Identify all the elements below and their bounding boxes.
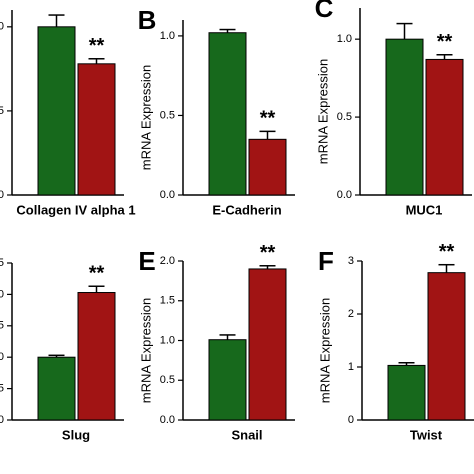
- bar: [248, 138, 287, 196]
- bar: [37, 356, 76, 421]
- y-tick-label: 1.0: [160, 334, 175, 346]
- y-tick-label: 1.0: [0, 21, 4, 33]
- x-label: Snail: [231, 427, 262, 442]
- x-label: Collagen IV alpha 1: [16, 202, 135, 217]
- y-label: mRNA Expression: [138, 65, 153, 170]
- y-tick-label: 1: [348, 361, 354, 373]
- bar: [425, 58, 464, 196]
- bar: [387, 364, 426, 421]
- y-tick-label: 2: [348, 308, 354, 320]
- y-tick-label: 1.5: [0, 320, 4, 332]
- significance: **: [439, 241, 455, 263]
- y-tick-label: 0.0: [0, 414, 4, 426]
- y-tick-label: 0.5: [160, 374, 175, 386]
- significance: **: [260, 242, 276, 264]
- bar: [77, 292, 116, 421]
- y-tick-label: 1.0: [337, 33, 352, 45]
- y-tick-label: 0: [348, 414, 354, 426]
- y-tick-label: 0.5: [160, 109, 175, 121]
- y-tick-label: 1.0: [160, 30, 175, 42]
- y-tick-label: 0.0: [160, 189, 175, 201]
- y-tick-label: 3: [348, 255, 354, 267]
- y-tick-label: 0.0: [160, 414, 175, 426]
- y-tick-label: 2.0: [160, 255, 175, 267]
- bar: [208, 32, 247, 196]
- y-tick-label: 0.5: [0, 105, 4, 117]
- y-label: mRNA Expression: [138, 298, 153, 403]
- bar: [385, 38, 424, 196]
- bar: [248, 268, 287, 421]
- panel-letter: C: [315, 0, 334, 23]
- y-tick-label: 0.0: [0, 189, 4, 201]
- y-tick-label: 0.0: [337, 189, 352, 201]
- y-tick-label: 2.0: [0, 288, 4, 300]
- y-tick-label: 1.0: [0, 351, 4, 363]
- bar: [427, 272, 466, 421]
- x-label: E-Cadherin: [212, 202, 281, 217]
- y-tick-label: 1.5: [160, 295, 175, 307]
- x-label: Slug: [62, 427, 90, 442]
- bar: [37, 26, 76, 196]
- bar: [208, 339, 247, 421]
- x-label: MUC1: [406, 202, 443, 217]
- panel-letter: F: [318, 246, 334, 276]
- y-tick-label: 2.5: [0, 257, 4, 269]
- x-label: Twist: [410, 427, 443, 442]
- significance: **: [89, 263, 105, 285]
- y-tick-label: 0.5: [337, 111, 352, 123]
- significance: **: [437, 31, 453, 53]
- panel-letter: E: [138, 246, 155, 276]
- panel-letter: B: [138, 5, 157, 35]
- significance: **: [89, 35, 105, 57]
- y-label: mRNA Expression: [315, 59, 330, 164]
- y-tick-label: 0.5: [0, 383, 4, 395]
- significance: **: [260, 108, 276, 130]
- bar: [77, 63, 116, 196]
- y-label: mRNA Expression: [317, 298, 332, 403]
